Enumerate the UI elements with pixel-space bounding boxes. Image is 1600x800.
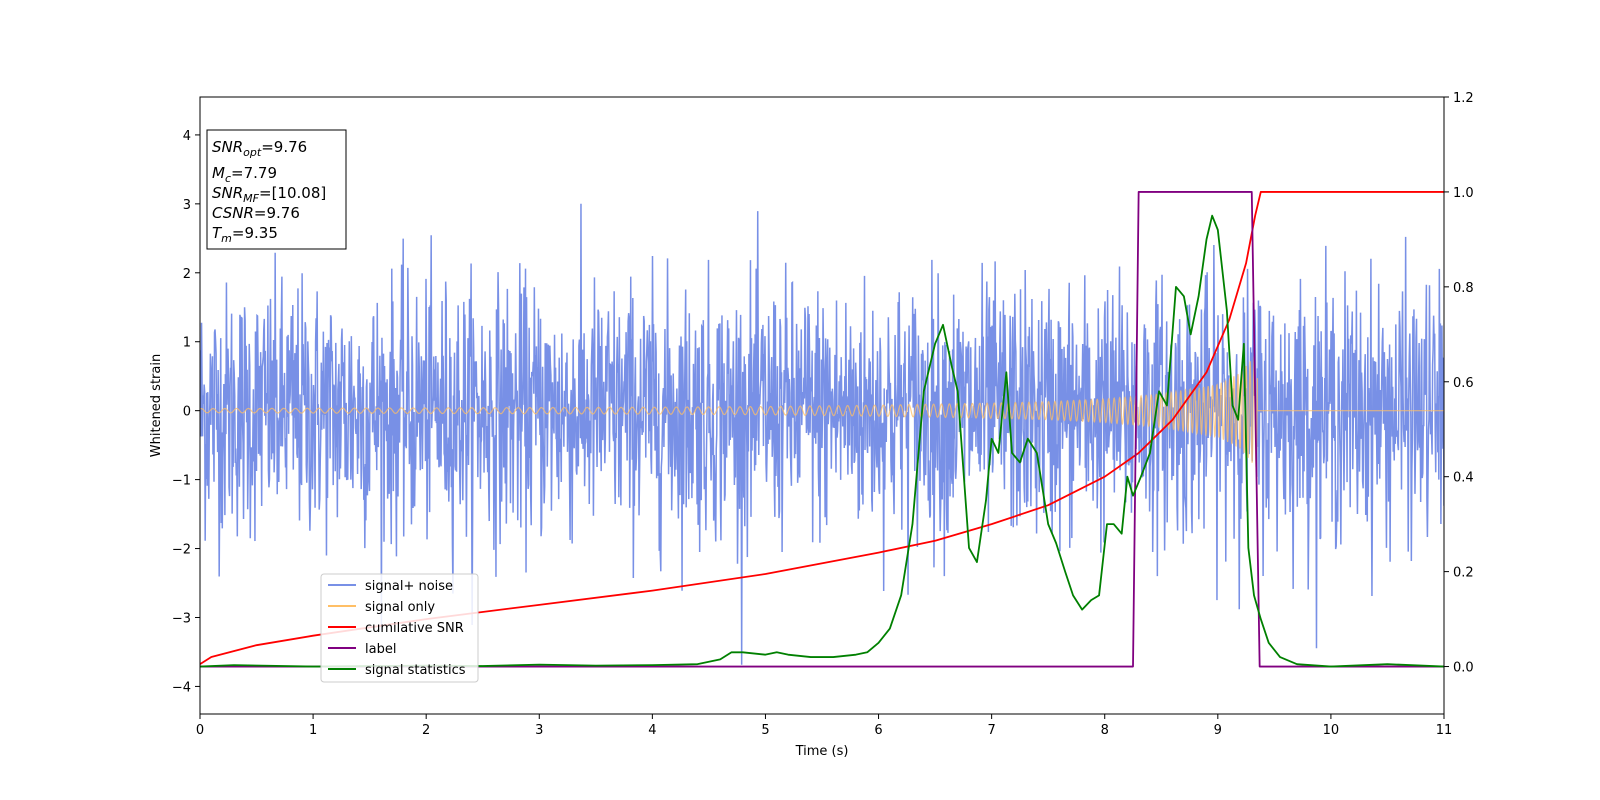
- x-tick-label: 11: [1436, 723, 1453, 738]
- y2-tick-label: 0.6: [1453, 376, 1474, 391]
- x-tick-label: 8: [1101, 723, 1109, 738]
- series-signal-statistics-line: [200, 214, 1444, 668]
- y2-tick-label: 0.8: [1453, 281, 1474, 296]
- y2-tick-label: 0.0: [1453, 661, 1474, 676]
- y-tick-label: −4: [172, 680, 191, 695]
- x-tick-label: 4: [648, 723, 656, 738]
- legend-frame: [320, 573, 479, 683]
- y-tick-label: −3: [172, 611, 191, 626]
- plot-frame: [199, 96, 1445, 715]
- y2-tick-label: 1.0: [1453, 186, 1474, 201]
- x-tick-label: 9: [1214, 723, 1222, 738]
- y-tick-label: 1: [183, 336, 191, 351]
- x-tick-label: 3: [535, 723, 543, 738]
- x-tick-label: 1: [309, 723, 317, 738]
- y-tick-label: −1: [172, 474, 191, 489]
- annotation-line: Mc=7.79: [212, 164, 277, 185]
- y2-tick-label: 0.4: [1453, 471, 1474, 486]
- annotation-line: SNRMF=[10.08]: [212, 184, 326, 205]
- legend-entry: label: [365, 642, 396, 657]
- series-signal-noise-line: [200, 203, 1444, 665]
- series-label-line: [200, 191, 1444, 668]
- legend-entry: cumilative SNR: [365, 621, 464, 636]
- annotation-line: SNRopt=9.76: [212, 138, 307, 159]
- y2-tick-label: 1.2: [1453, 91, 1474, 106]
- legend-entry: signal only: [365, 600, 435, 615]
- y-tick-label: 0: [183, 405, 191, 420]
- y-tick-label: 4: [183, 129, 191, 144]
- x-tick-label: 5: [761, 723, 769, 738]
- legend: signal+ noise signal only cumilative SNR la…: [320, 573, 479, 683]
- x-tick-label: 10: [1323, 723, 1340, 738]
- y-axis-label: Whitened strain: [149, 354, 164, 457]
- x-tick-label: 7: [987, 723, 995, 738]
- annotation-line: Tm=9.35: [212, 224, 278, 245]
- y2-tick-label: 0.2: [1453, 566, 1474, 581]
- y-tick-label: −2: [172, 543, 191, 558]
- y-tick-label: 3: [183, 198, 191, 213]
- annotation-frame: [206, 129, 347, 250]
- axes: 0 1 2 3 4 5 6 7 8 9 10 11 −4 −3 −2 −1 0 1 2 3 4 0.0 0.2 0.4 0.6 0…: [172, 91, 1474, 738]
- y-tick-label: 2: [183, 267, 191, 282]
- annotation-line: CSNR=9.76: [212, 204, 300, 222]
- x-tick-label: 0: [196, 723, 204, 738]
- x-tick-label: 2: [422, 723, 430, 738]
- legend-entry: signal+ noise: [365, 579, 453, 594]
- annotation-box: SNRopt=9.76 Mc=7.79SNRMF=[10.08]CSNR=9.76…: [206, 129, 347, 250]
- x-tick-label: 6: [874, 723, 882, 738]
- x-axis-label: Time (s): [795, 744, 849, 759]
- legend-entry: signal statistics: [365, 663, 466, 678]
- series-signal-only-line: [200, 356, 1444, 468]
